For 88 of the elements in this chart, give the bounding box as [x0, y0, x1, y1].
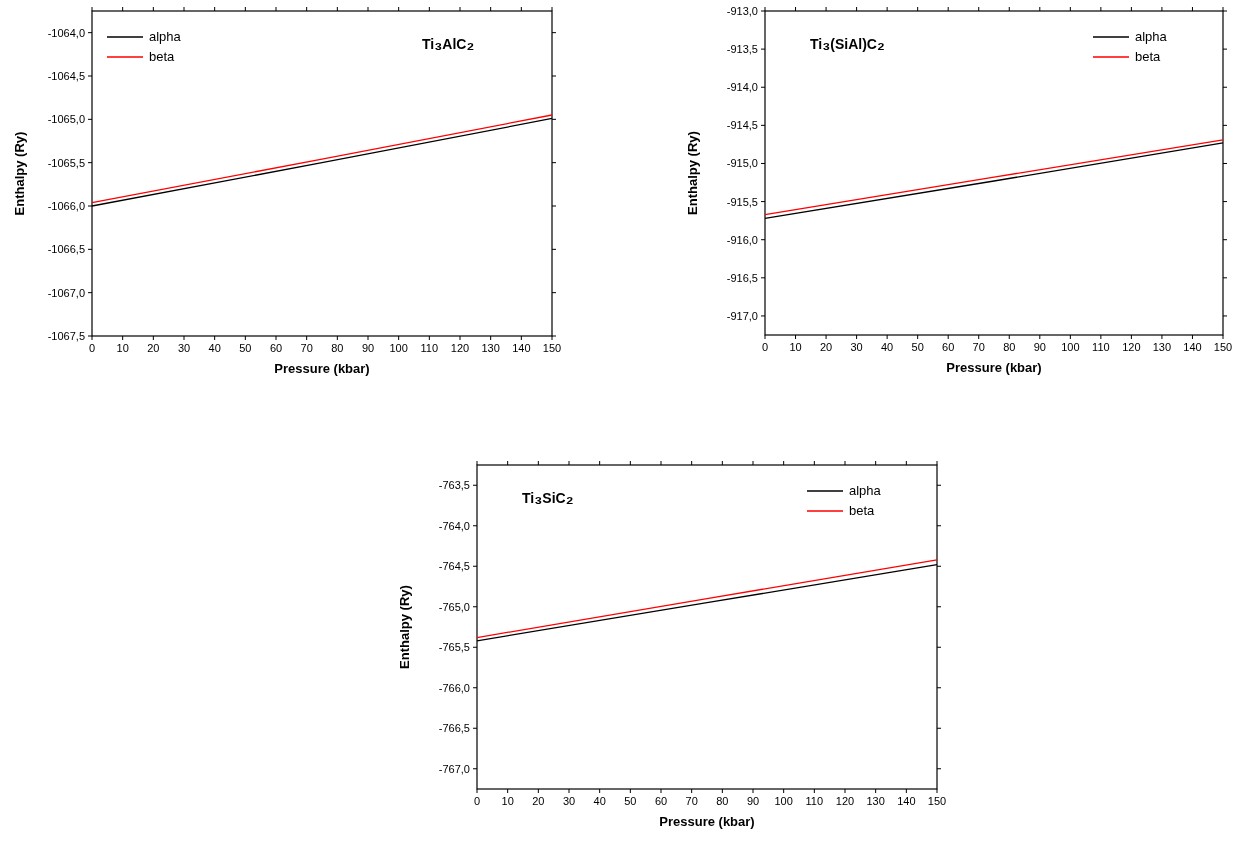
y-tick-label: -1067,5	[47, 330, 85, 342]
y-tick-label: -916,0	[726, 233, 758, 246]
y-tick-label: -763,5	[438, 479, 470, 492]
y-tick-label: -916,5	[726, 271, 758, 284]
x-tick-label: 80	[716, 795, 729, 807]
x-tick-label: 70	[972, 341, 985, 353]
x-tick-label: 70	[685, 795, 698, 807]
annotation: Ti₃AlC₂	[422, 33, 475, 53]
legend-label: alpha	[149, 29, 182, 44]
y-tick-label: -1067,0	[47, 286, 85, 299]
y-tick-label: -1066,0	[47, 200, 85, 212]
x-tick-label: 100	[389, 342, 408, 354]
x-tick-label: 140	[897, 795, 916, 807]
x-tick-label: 100	[1061, 341, 1080, 353]
y-tick-label: -1066,5	[47, 243, 85, 256]
y-tick-label: -1065,5	[47, 156, 85, 169]
x-tick-label: 100	[774, 795, 793, 807]
x-tick-label: 110	[805, 795, 824, 807]
y-axis-title: Enthalpy (Ry)	[397, 585, 412, 669]
x-tick-label: 140	[512, 342, 531, 354]
x-tick-label: 120	[835, 795, 855, 807]
legend-label: beta	[149, 49, 176, 64]
annotation: Ti₃SiC₂	[522, 487, 574, 507]
x-tick-label: 60	[269, 342, 283, 354]
annotation: Ti₃(SiAl)C₂	[810, 33, 885, 53]
x-tick-label: 130	[481, 342, 500, 354]
y-tick-label: -766,5	[438, 722, 470, 735]
x-tick-label: 90	[746, 795, 760, 807]
y-axis-title: Enthalpy (Ry)	[12, 131, 27, 216]
x-tick-label: 80	[331, 342, 344, 354]
x-tick-label: 40	[208, 342, 221, 354]
x-tick-label: 60	[942, 341, 955, 353]
x-tick-label: 110	[420, 342, 439, 354]
x-axis-title: Pressure (kbar)	[659, 814, 755, 829]
x-tick-label: 60	[654, 795, 668, 807]
y-tick-label: -914,5	[726, 119, 758, 132]
x-tick-label: 40	[593, 795, 606, 807]
legend-label: alpha	[849, 483, 882, 498]
x-tick-label: 50	[239, 342, 252, 354]
x-tick-label: 10	[501, 795, 514, 807]
y-tick-label: -764,5	[438, 560, 470, 573]
x-tick-label: 120	[450, 342, 470, 354]
x-tick-label: 0	[761, 341, 769, 353]
x-tick-label: 30	[562, 795, 576, 807]
x-tick-label: 10	[116, 342, 129, 354]
y-tick-label: -915,5	[726, 195, 758, 208]
x-tick-label: 90	[361, 342, 375, 354]
y-tick-label: -1065,0	[47, 113, 85, 126]
y-tick-label: -913,5	[726, 43, 758, 56]
x-tick-label: 30	[177, 342, 191, 354]
legend-label: beta	[1135, 49, 1162, 64]
y-tick-label: -765,0	[438, 600, 470, 613]
x-tick-label: 140	[1183, 341, 1202, 353]
x-tick-label: 20	[147, 342, 160, 354]
y-tick-label: -917,0	[726, 309, 758, 322]
x-tick-label: 50	[624, 795, 637, 807]
x-tick-label: 120	[1122, 341, 1141, 353]
x-tick-label: 150	[542, 342, 562, 354]
y-tick-label: -766,0	[438, 681, 470, 694]
y-tick-label: -1064,5	[47, 70, 85, 82]
x-tick-label: 70	[300, 342, 313, 354]
x-axis-title: Pressure (kbar)	[946, 360, 1042, 375]
y-tick-label: -1064,0	[47, 26, 85, 39]
x-tick-label: 40	[881, 341, 894, 353]
x-tick-label: 130	[1152, 341, 1172, 353]
y-axis-title: Enthalpy (Ry)	[685, 131, 700, 215]
y-tick-label: -915,0	[726, 157, 758, 170]
legend-label: alpha	[1135, 29, 1168, 44]
x-axis-title: Pressure (kbar)	[274, 361, 370, 376]
x-tick-label: 20	[819, 341, 833, 353]
y-tick-label: -767,0	[438, 762, 470, 775]
x-tick-label: 50	[911, 341, 924, 353]
x-tick-label: 90	[1033, 341, 1046, 353]
x-tick-label: 10	[789, 341, 802, 353]
x-tick-label: 110	[1092, 341, 1110, 353]
x-tick-label: 0	[473, 795, 481, 807]
y-tick-label: -765,5	[438, 641, 470, 654]
x-tick-label: 30	[850, 341, 863, 353]
x-tick-label: 80	[1003, 341, 1016, 353]
y-tick-label: -913,0	[726, 5, 758, 17]
legend-label: beta	[849, 503, 876, 518]
y-tick-label: -764,0	[438, 519, 470, 532]
y-tick-label: -914,0	[726, 81, 758, 94]
x-tick-label: 150	[927, 795, 947, 807]
x-tick-label: 0	[88, 342, 96, 354]
x-tick-label: 130	[866, 795, 885, 807]
x-tick-label: 20	[532, 795, 545, 807]
x-tick-label: 150	[1213, 341, 1233, 353]
